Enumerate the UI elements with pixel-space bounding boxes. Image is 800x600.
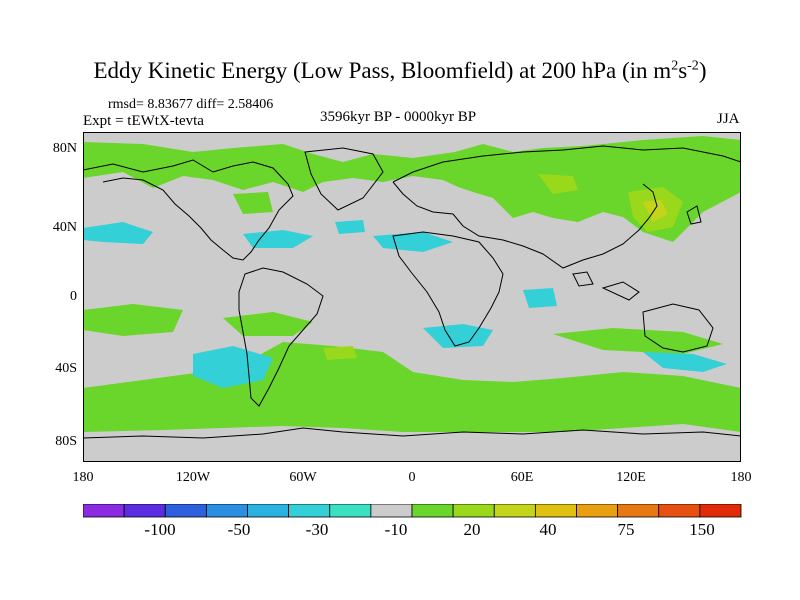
colorbar	[83, 504, 742, 518]
coastlines	[83, 145, 741, 439]
colorbar-swatch	[123, 504, 166, 518]
lat-label-80n: 80N	[52, 141, 77, 156]
lon-label-60e: 60E	[510, 470, 534, 485]
colorbar-swatch	[452, 504, 495, 518]
figure-title: Eddy Kinetic Energy (Low Pass, Bloomfiel…	[93, 58, 707, 83]
lon-label-180w: 180	[72, 470, 94, 485]
anomaly-sio-green	[553, 328, 723, 354]
colorbar-label-20: 20	[463, 520, 481, 539]
lat-label-40s: 40S	[55, 361, 77, 376]
season-label: JJA	[717, 111, 740, 127]
colorbar-swatch	[617, 504, 660, 518]
lat-label-80s: 80S	[55, 434, 77, 449]
anomaly-atlantic-cyan	[83, 222, 153, 244]
colorbar-label-minus30: -30	[305, 520, 329, 539]
coast-africa	[392, 231, 504, 347]
lon-label-120e: 120E	[616, 470, 646, 485]
colorbar-label-75: 75	[617, 520, 635, 539]
anomaly-aus-cyan	[643, 352, 727, 372]
stats-label: rmsd= 8.83677 diff= 2.58406	[108, 97, 274, 112]
colorbar-label-150: 150	[689, 520, 715, 539]
colorbar-swatch	[288, 504, 331, 518]
coast-australia	[642, 303, 714, 353]
colorbar-swatch	[493, 504, 536, 518]
colorbar-swatch	[83, 504, 125, 518]
anomaly-sa-cyan	[193, 346, 273, 388]
lon-label-180e: 180	[730, 470, 752, 485]
lat-label-40n: 40N	[52, 220, 77, 235]
colorbar-swatch	[164, 504, 207, 518]
anomaly-us-green	[233, 192, 273, 214]
coast-antarctica	[83, 427, 741, 439]
anomaly-asia-yellow	[643, 200, 668, 222]
colorbar-label-minus10: -10	[384, 520, 408, 539]
colorbar-swatch	[699, 504, 742, 518]
anomaly-pac-green	[83, 304, 183, 336]
lon-label-120w: 120W	[175, 470, 211, 485]
experiment-label: Expt = tEWtX-tevta	[83, 113, 204, 129]
coast-greenland	[304, 147, 384, 211]
anomaly-sa-green	[223, 312, 313, 336]
coast-islands	[572, 205, 702, 301]
coast-north-america	[83, 159, 294, 261]
colorbar-label-minus50: -50	[227, 520, 251, 539]
anomaly-fields	[83, 136, 741, 432]
anomaly-central-yellowgreen	[538, 174, 578, 194]
colorbar-label-minus100: -100	[144, 520, 176, 539]
anomaly-south-yellowgreen	[323, 346, 357, 360]
anomaly-saf-cyan	[423, 324, 493, 348]
colorbar-swatch	[247, 504, 290, 518]
coast-south-america	[238, 267, 324, 407]
period-label: 3596kyr BP - 0000kyr BP	[320, 109, 477, 125]
anomaly-eq-cyan	[523, 288, 557, 308]
colorbar-swatch	[205, 504, 248, 518]
colorbar-swatch	[576, 504, 619, 518]
anomaly-natl-cyan	[243, 230, 313, 248]
colorbar-swatch	[329, 504, 372, 518]
colorbar-swatch	[658, 504, 701, 518]
coast-europe-asia	[392, 145, 741, 269]
map-panel	[83, 132, 741, 462]
lon-label-0: 0	[408, 470, 416, 485]
colorbar-swatch	[370, 504, 413, 518]
anomaly-arctic-green	[83, 136, 741, 242]
lat-label-0: 0	[70, 289, 77, 304]
map-frame	[83, 132, 741, 462]
lon-label-60w: 60W	[289, 470, 317, 485]
colorbar-swatch	[534, 504, 577, 518]
colorbar-swatch	[411, 504, 454, 518]
colorbar-label-40: 40	[539, 520, 557, 539]
anomaly-mid-cyan	[335, 220, 365, 234]
